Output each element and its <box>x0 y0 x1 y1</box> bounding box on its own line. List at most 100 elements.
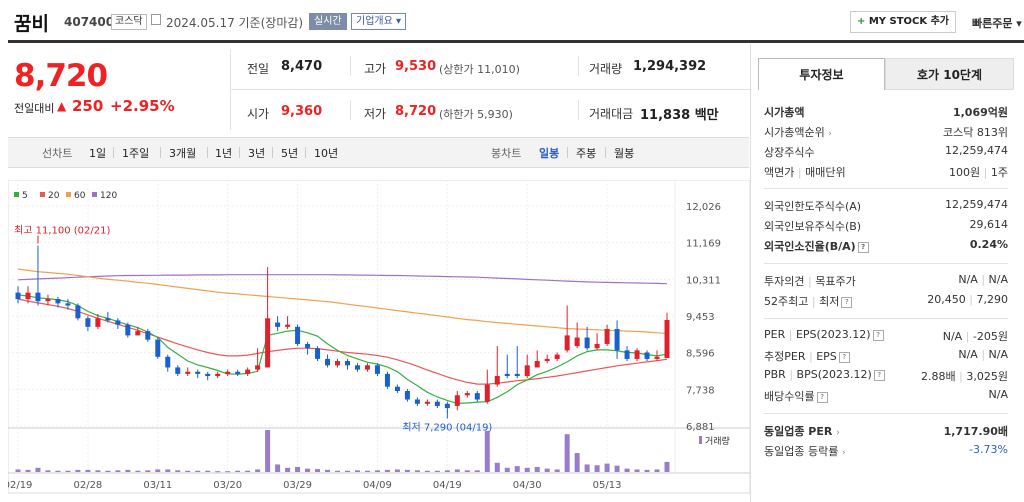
low-value: 8,720 <box>395 104 437 119</box>
period-bar <box>8 137 749 168</box>
par-row: 액면가 | 매매단위 100원 | 1주 <box>764 166 1008 179</box>
lower-limit: (하한가 5,930) <box>439 108 513 121</box>
volume-bar <box>514 466 520 472</box>
help-icon[interactable]: ? <box>838 352 850 363</box>
sector-per-label: 동일업종 PER <box>764 425 833 438</box>
candle-body <box>215 373 221 377</box>
quote-date: 2024.05.17 기준(장마감) <box>166 16 304 30</box>
period-10y[interactable]: 10년 <box>314 147 339 160</box>
candle-body <box>265 318 271 368</box>
price-chart[interactable]: 12,026 11,169 10,311 9,453 8,596 7,738 6,881 02… <box>8 180 750 495</box>
candle-body <box>145 331 151 340</box>
bps-value: 3,025원 <box>966 370 1008 383</box>
candle-body <box>594 343 600 349</box>
volume-bar <box>135 470 141 472</box>
sector-per-value: 1,717.90배 <box>943 425 1008 438</box>
candle-body <box>374 365 380 374</box>
w52-low-label: 최저 <box>819 295 840 308</box>
market-cap-label: 시가총액 <box>764 106 805 119</box>
volume-bar <box>65 470 71 472</box>
sector-rate-value: -3.73% <box>969 443 1008 456</box>
candle-body <box>135 331 141 336</box>
rank-row[interactable]: 시가총액순위 › 코스닥 813위 <box>764 124 1008 144</box>
period-1d[interactable]: 1일 <box>89 147 107 160</box>
amount-value: 11,838 백만 <box>640 108 719 123</box>
help-icon[interactable]: ? <box>816 392 828 403</box>
per-label: PER <box>764 328 786 341</box>
y-tick-label: 6,881 <box>686 422 715 433</box>
candle-body <box>315 348 321 359</box>
x-tick-label: 02/19 <box>8 480 32 491</box>
realtime-button[interactable]: 실시간 <box>309 13 347 30</box>
help-icon[interactable]: ? <box>841 297 853 308</box>
company-overview-button[interactable]: 기업개요 ▾ <box>351 13 406 30</box>
volume-bar <box>45 470 51 472</box>
x-tick-label: 03/11 <box>143 480 172 491</box>
chevron-right-icon: › <box>828 129 832 139</box>
legend-swatch <box>14 192 19 197</box>
candle-body <box>544 358 550 362</box>
volume-legend-swatch <box>699 436 702 444</box>
volume-bar <box>305 468 311 472</box>
est-per-label: 추정PER <box>764 350 806 363</box>
period-3y[interactable]: 3년 <box>248 147 266 160</box>
period-3m[interactable]: 3개월 <box>169 147 197 160</box>
candle-body <box>424 401 430 404</box>
candle-daily[interactable]: 일봉 <box>539 147 560 160</box>
volume-bar <box>325 469 331 472</box>
x-tick-label: 03/20 <box>213 480 242 491</box>
candle-body <box>384 373 390 387</box>
volume-bar <box>434 470 440 472</box>
tab-investment-info[interactable]: 투자정보 <box>758 58 885 90</box>
volume-bar <box>624 468 630 472</box>
header-divider <box>8 40 1024 43</box>
sector-per-row[interactable]: 동일업종 PER › 1,717.90배 <box>764 423 1008 443</box>
volume-bar <box>414 470 420 472</box>
volume-bar <box>245 470 251 472</box>
volume-bar <box>484 430 490 472</box>
volume-bar <box>275 464 281 472</box>
per-row: PER | EPS(2023.12)? N/A | -205원 <box>764 328 1008 343</box>
candle-monthly[interactable]: 월봉 <box>614 147 635 160</box>
candle-body <box>85 318 91 327</box>
quick-order-button[interactable]: 빠른주문 ▾ <box>972 17 1022 30</box>
rank-label: 시가총액순위 <box>764 126 825 139</box>
volume-bar <box>634 469 640 472</box>
candle-body <box>504 373 510 377</box>
candle-body <box>344 361 350 366</box>
legend-swatch <box>66 192 71 197</box>
help-icon[interactable]: ? <box>857 242 869 253</box>
sector-rate-row[interactable]: 동일업종 등락률 › -3.73% <box>764 443 1008 463</box>
period-1w[interactable]: 1주일 <box>122 147 150 160</box>
help-icon[interactable]: ? <box>873 370 885 381</box>
volume-bar <box>195 470 201 472</box>
period-1y[interactable]: 1년 <box>215 147 233 160</box>
candle-body <box>494 376 500 385</box>
volume-value: 1,294,392 <box>633 59 707 74</box>
foreign-ratio-value: 0.24% <box>969 238 1008 251</box>
candle-body <box>364 365 370 370</box>
volume-bar <box>335 470 341 472</box>
volume-bar <box>584 464 590 472</box>
mystock-add-button[interactable]: + MY STOCK 추가 <box>850 11 956 33</box>
candle-body <box>434 401 440 406</box>
volume-bar <box>165 469 171 472</box>
candle-body <box>155 339 161 357</box>
tab-order-book[interactable]: 호가 10단계 <box>885 58 1014 90</box>
divider <box>230 50 231 130</box>
candle-body <box>55 299 61 304</box>
period-5y[interactable]: 5년 <box>281 147 299 160</box>
candle-body <box>354 365 360 370</box>
separator <box>160 147 161 158</box>
candle-weekly[interactable]: 주봉 <box>576 147 597 160</box>
candle-body <box>225 371 231 374</box>
volume-bar <box>464 470 470 472</box>
shares-row: 상장주식수 12,259,474 <box>764 144 1008 164</box>
up-arrow-icon: ▲ <box>57 99 67 113</box>
help-icon[interactable]: ? <box>872 330 884 341</box>
w52-row: 52주최고 | 최저? 20,450 | 7,290 <box>764 293 1008 308</box>
volume-bar <box>205 470 211 472</box>
opinion-label: 투자의견 <box>764 275 805 288</box>
moving-average-120 <box>17 274 668 285</box>
volume-bar <box>454 469 460 472</box>
